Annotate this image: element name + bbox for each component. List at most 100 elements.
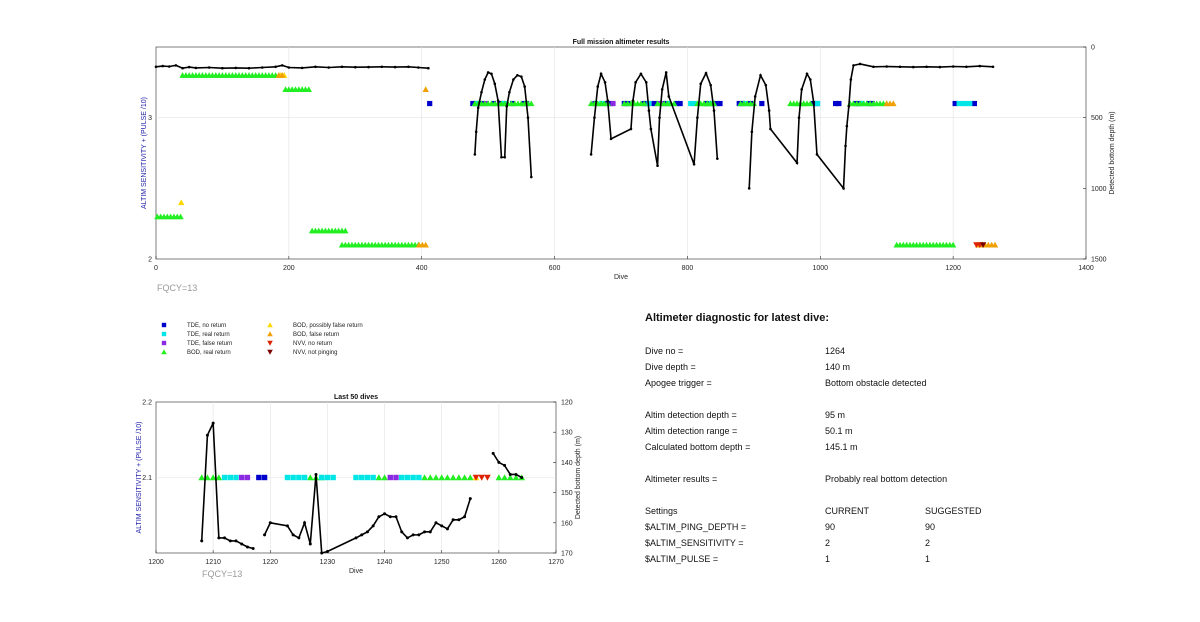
legend-label: BOD, false return [293, 332, 339, 338]
y-axis-label: ALTIM SENSITIVITY + (PULSE /10) [141, 97, 148, 209]
bottom-depth-point [500, 155, 503, 159]
bottom-depth-point [486, 71, 490, 74]
bottom-depth-point [367, 65, 370, 69]
marker [674, 100, 680, 107]
bottom-depth-point [809, 78, 812, 81]
bottom-depth-point [631, 99, 635, 103]
marker [387, 474, 393, 481]
diagnostic-panel: Altimeter diagnostic for latest dive: Di… [645, 312, 1165, 567]
marker [641, 100, 648, 107]
bottom-depth-point [493, 82, 497, 86]
bottom-depth-point [217, 536, 221, 540]
marker [956, 100, 962, 107]
bottom-depth-point [849, 78, 853, 81]
bottom-depth-point [167, 65, 171, 68]
diag-row-detection-depth: Altim detection depth = 95 m [645, 407, 1165, 423]
bottom-depth-point [526, 116, 530, 119]
bottom-depth-point [658, 116, 661, 119]
marker [319, 474, 325, 481]
legend-label: NVV, no return [293, 341, 332, 347]
bottom-depth-point [634, 81, 637, 84]
marker [161, 340, 167, 346]
marker [244, 474, 251, 481]
diag-value: 145.1 m [825, 442, 858, 452]
x-tick-label: 400 [416, 265, 428, 272]
marker [161, 322, 167, 328]
diag-current: 1 [825, 554, 831, 564]
bottom-depth-point [480, 90, 483, 94]
y-tick-label: 3 [148, 115, 152, 122]
marker [381, 474, 388, 481]
chart-title: Last 50 dives [334, 394, 378, 401]
x-tick-label: 1220 [262, 559, 278, 566]
diag-value: Bottom obstacle detected [825, 378, 927, 388]
marker [198, 474, 206, 481]
x-axis-label: Dive [349, 568, 363, 575]
marker [426, 474, 434, 481]
bottom-depth-point [609, 137, 613, 141]
bottom-depth-point [639, 72, 643, 76]
diag-label: Altimeter results = [645, 474, 718, 484]
marker [466, 474, 474, 481]
bottom-depth-point [440, 524, 444, 528]
diagnostic-title: Altimeter diagnostic for latest dive: [645, 312, 829, 324]
bottom-depth-point [303, 521, 307, 525]
bottom-depth-point [234, 66, 238, 70]
marker [421, 474, 428, 481]
marker [404, 474, 411, 481]
bottom-depth-point [463, 515, 467, 519]
y2-tick-label: 0 [1091, 45, 1095, 52]
bottom-depth-point [483, 78, 487, 81]
marker [478, 474, 486, 481]
bottom-depth-point [228, 539, 232, 543]
marker [470, 100, 476, 107]
diag-label: Settings [645, 506, 678, 516]
bottom-depth-point [377, 515, 381, 519]
bottom-depth-point [400, 530, 404, 534]
marker [449, 474, 457, 481]
marker [399, 474, 405, 481]
legend-label: BOD, possibly false return [293, 323, 363, 329]
marker [177, 213, 184, 220]
bottom-depth-point [599, 72, 603, 76]
legend-label: BOD, real return [187, 350, 231, 356]
bottom-depth-point [750, 130, 754, 134]
bottom-depth-point [505, 105, 509, 108]
marker [759, 100, 765, 107]
bottom-depth-point [407, 65, 410, 69]
frequency-annotation: FQCY=13 [202, 569, 242, 579]
bottom-depth-point [260, 66, 264, 69]
diag-current: 2 [825, 538, 831, 548]
x-tick-label: 1240 [377, 559, 393, 566]
marker [161, 349, 167, 355]
y2-axis-label: Detected bottom depth (m) [575, 436, 582, 519]
marker [221, 474, 228, 481]
bottom-depth-point [508, 90, 511, 94]
bottom-depth-point [699, 82, 703, 86]
bottom-depth-point [656, 164, 659, 168]
bottom-depth-point [925, 65, 928, 69]
x-tick-label: 1270 [548, 559, 564, 566]
bottom-depth-point [187, 65, 191, 69]
bottom-depth-point [451, 518, 455, 522]
marker [233, 474, 239, 481]
bottom-depth-point [872, 65, 875, 69]
diag-row-results: Altimeter results = Probably real bottom… [645, 471, 1165, 487]
x-tick-label: 1200 [945, 265, 961, 272]
marker [279, 72, 286, 78]
diag-row-dive-no: Dive no = 1264 [645, 343, 1165, 359]
diag-value: 1264 [825, 346, 846, 356]
bottom-depth-point [649, 127, 653, 131]
diag-suggested: 90 [925, 522, 936, 532]
frequency-annotation: FQCY=13 [157, 283, 197, 293]
diag-current: 90 [825, 522, 836, 532]
bottom-depth-point [314, 472, 318, 476]
bottom-depth-point [423, 530, 427, 534]
marker [688, 100, 694, 107]
marker [971, 100, 977, 107]
marker [239, 474, 245, 481]
bottom-depth-point [154, 65, 158, 69]
marker-series [198, 474, 526, 481]
bottom-depth-point [247, 66, 251, 70]
bottom-depth-point [660, 88, 664, 91]
